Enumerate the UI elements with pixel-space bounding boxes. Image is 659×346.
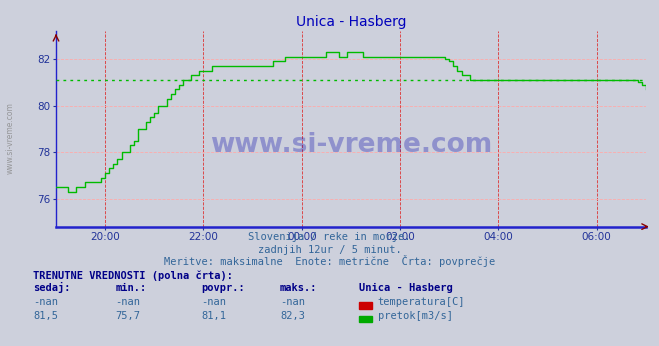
Text: -nan: -nan [33, 297, 58, 307]
Text: min.:: min.: [115, 283, 146, 293]
Text: TRENUTNE VREDNOSTI (polna črta):: TRENUTNE VREDNOSTI (polna črta): [33, 270, 233, 281]
Text: povpr.:: povpr.: [201, 283, 244, 293]
Text: maks.:: maks.: [280, 283, 318, 293]
Text: temperatura[C]: temperatura[C] [378, 297, 465, 307]
Text: -nan: -nan [280, 297, 305, 307]
Text: sedaj:: sedaj: [33, 282, 71, 293]
Text: pretok[m3/s]: pretok[m3/s] [378, 311, 453, 321]
Text: zadnjih 12ur / 5 minut.: zadnjih 12ur / 5 minut. [258, 245, 401, 255]
Text: 75,7: 75,7 [115, 311, 140, 321]
Text: 81,1: 81,1 [201, 311, 226, 321]
Text: Unica - Hasberg: Unica - Hasberg [359, 283, 453, 293]
Text: -nan: -nan [201, 297, 226, 307]
Text: 82,3: 82,3 [280, 311, 305, 321]
Title: Unica - Hasberg: Unica - Hasberg [296, 15, 406, 29]
Text: Meritve: maksimalne  Enote: metrične  Črta: povprečje: Meritve: maksimalne Enote: metrične Črta… [164, 255, 495, 267]
Text: www.si-vreme.com: www.si-vreme.com [210, 131, 492, 157]
Text: www.si-vreme.com: www.si-vreme.com [5, 102, 14, 174]
Text: -nan: -nan [115, 297, 140, 307]
Text: Slovenija / reke in morje.: Slovenija / reke in morje. [248, 233, 411, 243]
Text: 81,5: 81,5 [33, 311, 58, 321]
